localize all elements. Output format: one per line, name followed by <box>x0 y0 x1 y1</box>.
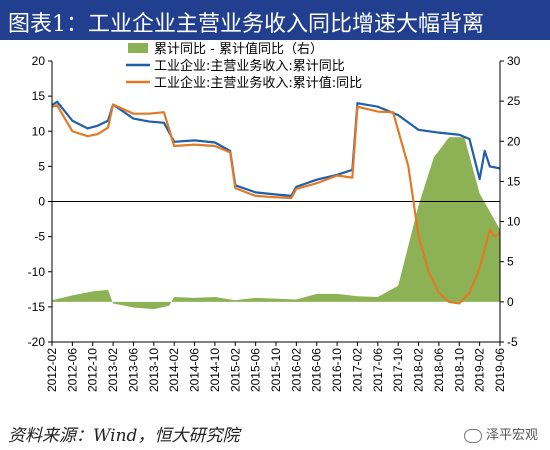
left-tick-label: 5 <box>38 159 45 173</box>
left-tick-label: -15 <box>28 300 46 314</box>
watermark-text: 泽平宏观 <box>485 428 538 443</box>
chart-title: 图表1：工业企业主营业务收入同比增速大幅背离 <box>8 12 484 37</box>
legend-label: 工业企业:主营业务收入:累计同比 <box>154 58 345 74</box>
x-tick-label: 2012-06 <box>65 348 79 392</box>
x-tick-label: 2017-02 <box>350 348 364 392</box>
line-series-cumulative-value-yoy <box>51 103 501 305</box>
title-bar: 图表1：工业企业主营业务收入同比增速大幅背离 <box>0 0 550 40</box>
x-tick-label: 2012-02 <box>45 348 59 392</box>
x-tick-label: 2017-06 <box>371 348 385 392</box>
left-tick-label: 20 <box>32 54 46 68</box>
x-tick-label: 2018-06 <box>432 348 446 392</box>
right-tick-label: 5 <box>507 255 514 269</box>
right-tick-label: 25 <box>507 94 521 108</box>
x-tick-label: 2016-10 <box>330 348 344 392</box>
x-tick-label: 2016-02 <box>289 348 303 392</box>
legend-label: 工业企业:主营业务收入:累计值:同比 <box>154 75 362 91</box>
x-tick-label: 2018-02 <box>412 348 426 392</box>
right-tick-label: 15 <box>507 174 521 188</box>
x-tick-label: 2014-10 <box>208 348 222 392</box>
x-tick-label: 2015-06 <box>249 348 263 392</box>
left-tick-label: -10 <box>28 265 46 279</box>
x-tick-label: 2019-06 <box>493 348 507 392</box>
x-tick-label: 2013-10 <box>147 348 161 392</box>
x-tick-label: 2013-06 <box>126 348 140 392</box>
left-tick-label: 0 <box>38 195 45 209</box>
x-tick-label: 2017-10 <box>391 348 405 392</box>
chart: -20 -15 -10 -5 0 5 10 15 20 -5 0 5 10 15 20 25 30 2012-02… <box>28 41 521 392</box>
right-tick-label: 0 <box>507 295 514 309</box>
x-tick-label: 2014-06 <box>188 348 202 392</box>
legend-swatch-area <box>128 43 148 53</box>
watermark: 泽平宏观 <box>463 424 538 443</box>
right-tick-label: 30 <box>507 54 521 68</box>
area-series-gap <box>52 137 500 310</box>
x-tick-label: 2019-02 <box>473 348 487 392</box>
left-tick-label: 10 <box>32 124 46 138</box>
right-tick-label: -5 <box>507 335 518 349</box>
x-tick-label: 2018-10 <box>452 348 466 392</box>
left-tick-label: -20 <box>28 335 46 349</box>
x-tick-label: 2016-06 <box>310 348 324 392</box>
x-tick-label: 2012-10 <box>86 348 100 392</box>
legend-label: 累计同比 - 累计值同比（右） <box>154 41 323 57</box>
x-tick-label: 2013-02 <box>106 348 120 392</box>
x-tick-label: 2015-10 <box>269 348 283 392</box>
left-tick-label: 15 <box>32 89 46 103</box>
left-tick-label: -5 <box>34 230 45 244</box>
x-tick-label: 2014-02 <box>167 348 181 392</box>
right-tick-label: 20 <box>507 134 521 148</box>
x-tick-label: 2015-02 <box>228 348 242 392</box>
source-note: 资料来源：Wind，恒大研究院 <box>8 426 240 446</box>
right-tick-label: 10 <box>507 215 521 229</box>
wechat-icon <box>463 428 482 443</box>
